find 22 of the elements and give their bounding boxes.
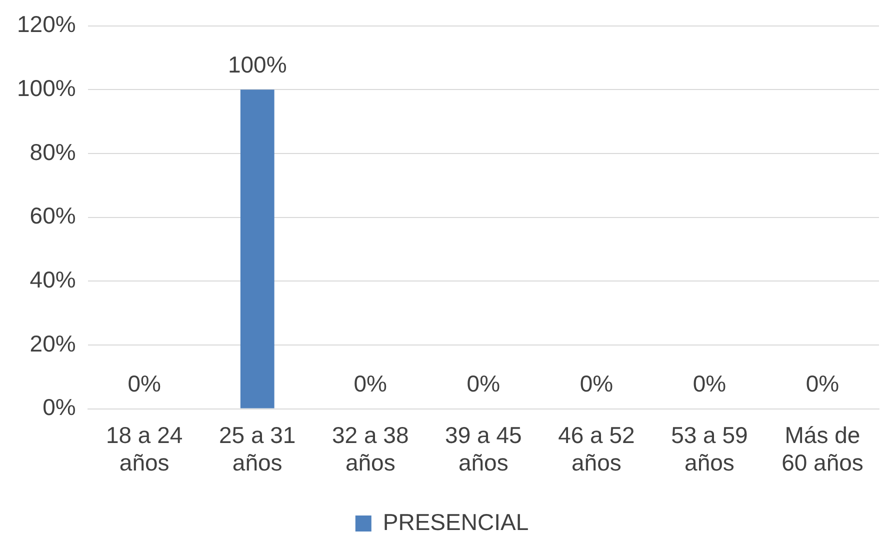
y-tick-label: 100% xyxy=(16,74,76,101)
data-label: 0% xyxy=(806,370,840,397)
y-tick-label: 120% xyxy=(16,11,76,38)
y-tick-label: 0% xyxy=(42,394,76,420)
legend-label: PRESENCIAL xyxy=(382,508,529,535)
x-tick-label: 46 a 52 años xyxy=(558,422,635,476)
data-label: 100% xyxy=(228,51,287,78)
data-label: 0% xyxy=(692,370,726,397)
data-label: 0% xyxy=(580,370,614,397)
x-tick-label: 39 a 45 años xyxy=(445,422,522,476)
data-label: 0% xyxy=(128,370,161,397)
x-tick-label: Más de 60 años xyxy=(782,422,864,476)
data-label: 0% xyxy=(466,370,500,397)
x-tick-label: 18 a 24 años xyxy=(106,422,183,476)
x-tick-label: 32 a 38 años xyxy=(332,422,409,476)
x-tick-label: 25 a 31 años xyxy=(218,422,296,476)
y-tick-label: 40% xyxy=(30,266,76,292)
y-tick-label: 20% xyxy=(30,330,76,356)
data-label: 0% xyxy=(354,370,388,397)
x-tick-label: 53 a 59 años xyxy=(671,422,748,476)
y-tick-label: 80% xyxy=(30,138,76,165)
y-tick-label: 60% xyxy=(30,202,76,229)
